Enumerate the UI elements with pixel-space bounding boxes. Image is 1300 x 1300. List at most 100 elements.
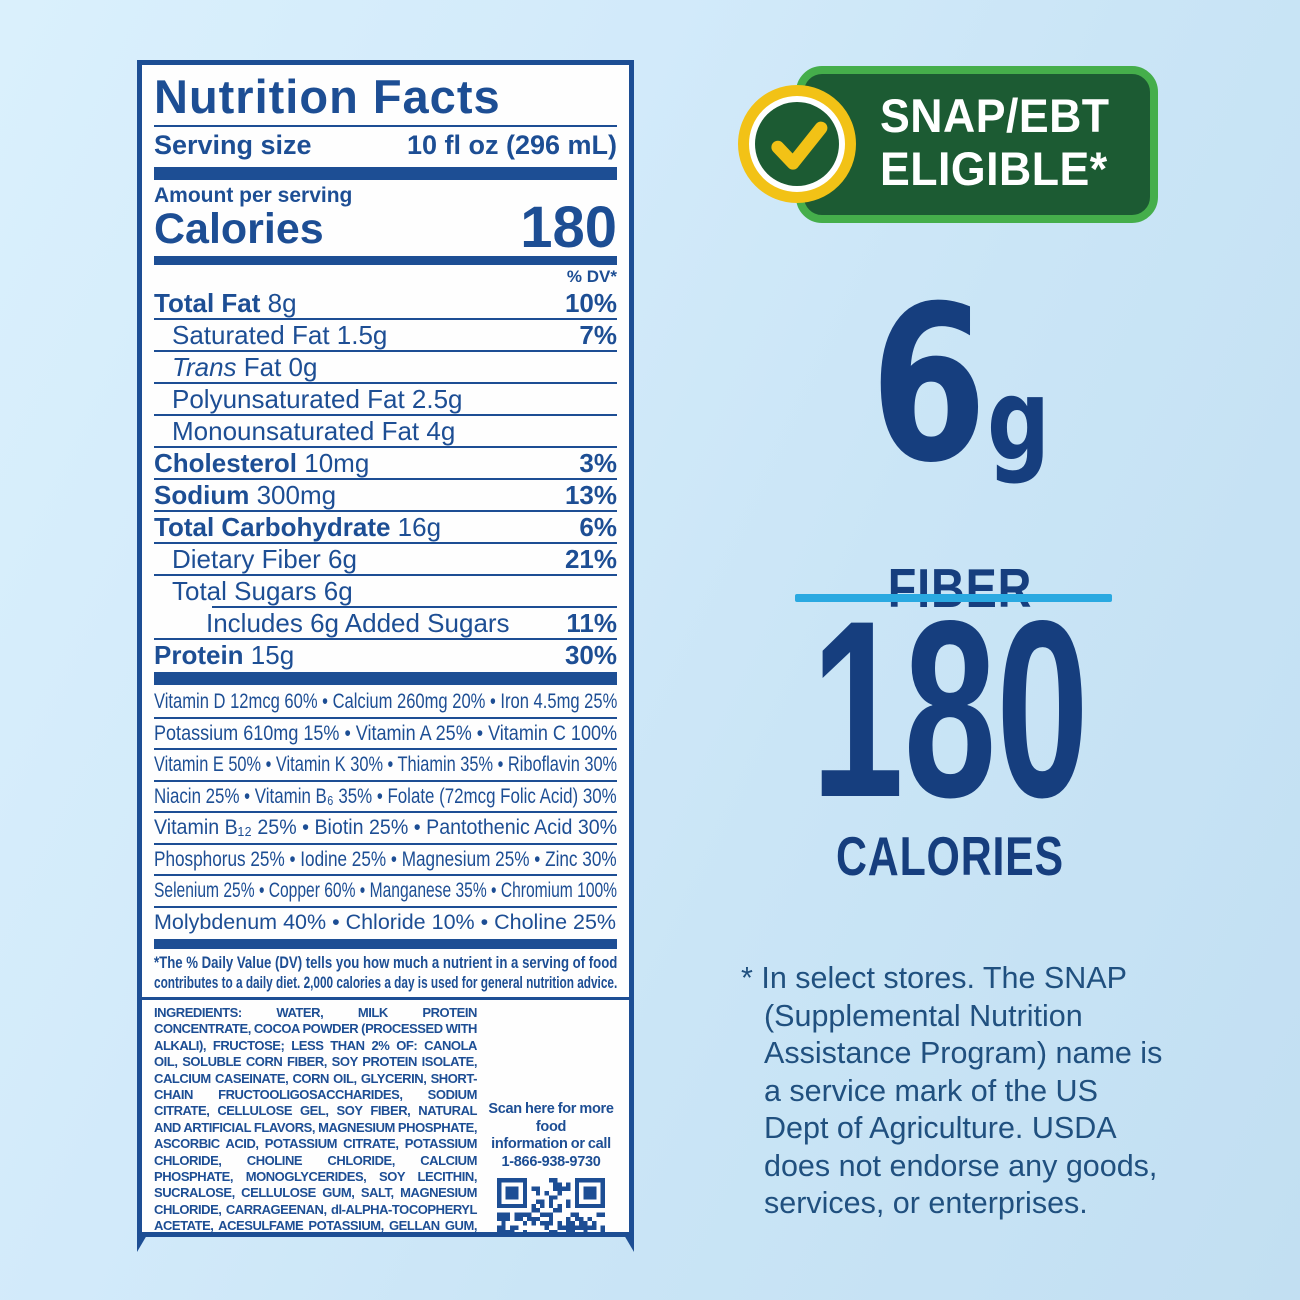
row-separator xyxy=(212,606,617,608)
nutrient-name: Dietary Fiber 6g xyxy=(172,544,357,574)
nutrient-daily-value: 21% xyxy=(564,544,617,574)
row-separator xyxy=(154,874,617,876)
label-corner-curl-left xyxy=(137,1235,147,1252)
row-separator xyxy=(154,574,617,576)
row-separator xyxy=(154,716,617,719)
nutrient-row: Protein 15g 30% xyxy=(154,640,617,670)
snap-ebt-badge: SNAP/EBT ELIGIBLE* xyxy=(738,62,1163,228)
row-separator xyxy=(154,905,617,908)
label-corner-curl-right xyxy=(624,1235,634,1252)
qr-panel: Scan here for more food information or c… xyxy=(485,1101,617,1232)
divider xyxy=(142,997,629,1000)
calories-big-label: CALORIES xyxy=(836,825,1064,887)
footnote-line: *The % Daily Value (DV) tells you how mu… xyxy=(154,954,618,972)
badge-line-2: ELIGIBLE* xyxy=(880,142,1108,195)
nutrient-name: Trans Fat 0g xyxy=(172,352,318,382)
badge-text: SNAP/EBT ELIGIBLE* xyxy=(880,89,1110,195)
checkmark-glyph xyxy=(771,121,828,170)
nutrient-daily-value: 6% xyxy=(579,512,617,542)
vitamin-row: Vitamin D 12mcg 60% • Calcium 260mg 20% … xyxy=(154,689,618,713)
ingredients-section: Scan here for more food information or c… xyxy=(154,1005,617,1234)
calories-big-value: 180 xyxy=(811,569,1089,850)
ingredients-heading: INGREDIENTS: xyxy=(154,1005,277,1020)
nutrient-name: Total Fat 8g xyxy=(154,288,297,318)
footnote-line: contributes to a daily diet. 2,000 calor… xyxy=(154,974,618,992)
calories-value: 180 xyxy=(520,195,617,260)
fiber-value: 6 xyxy=(870,259,987,510)
calories-row: Calories 180 xyxy=(154,195,617,260)
row-separator xyxy=(154,382,617,384)
vitamin-row: Vitamin E 50% • Vitamin K 30% • Thiamin … xyxy=(154,752,618,776)
daily-value-header: % DV* xyxy=(566,267,617,286)
medium-rule xyxy=(154,256,617,265)
nutrient-name: Total Carbohydrate 16g xyxy=(154,512,442,542)
nutrient-row: Dietary Fiber 6g 21% xyxy=(154,544,617,574)
badge-background xyxy=(796,66,1158,223)
qr-scan-text: Scan here for more food information or c… xyxy=(488,1101,614,1170)
row-separator xyxy=(154,748,617,750)
nutrient-row: Saturated Fat 1.5g 7% xyxy=(154,320,617,350)
fiber-amount: 6g xyxy=(870,277,1050,546)
row-separator xyxy=(154,638,617,640)
vitamin-rows: Vitamin D 12mcg 60% • Calcium 260mg 20% … xyxy=(154,687,617,937)
snap-disclaimer: * In select stores. The SNAP (Supplement… xyxy=(741,961,1163,1220)
row-separator xyxy=(154,318,617,320)
highlight-divider-line xyxy=(795,594,1112,602)
vitamin-row: Molybdenum 40% • Chloride 10% • Choline … xyxy=(154,909,617,934)
ingredients-text: INGREDIENTS: WATER, MILK PROTEIN CONCENT… xyxy=(154,1005,617,1234)
nutrient-row: Total Sugars 6g xyxy=(154,576,617,606)
divider xyxy=(154,125,617,127)
serving-size-row: Serving size 10 fl oz (296 mL) xyxy=(154,130,617,161)
nutrient-daily-value: 30% xyxy=(564,640,617,670)
vitamin-row: Potassium 610mg 15% • Vitamin A 25% • Vi… xyxy=(154,720,618,745)
nutrient-row: Total Fat 8g 10% xyxy=(154,288,617,318)
nutrient-row: Polyunsaturated Fat 2.5g xyxy=(154,384,617,414)
vitamin-row: Selenium 25% • Copper 60% • Manganese 35… xyxy=(154,878,618,902)
nutrient-name: Total Sugars 6g xyxy=(172,576,353,606)
nutrient-name: Saturated Fat 1.5g xyxy=(172,320,388,350)
nutrient-row: Cholesterol 10mg 3% xyxy=(154,448,617,478)
row-separator xyxy=(154,779,617,782)
fiber-label: FIBER xyxy=(887,557,1033,619)
nutrient-daily-value: 10% xyxy=(564,288,617,318)
row-separator xyxy=(154,414,617,416)
calories-highlight: 180 CALORIES xyxy=(720,569,1180,888)
nutrient-row: Includes 6g Added Sugars 11% xyxy=(154,608,617,638)
nutrient-name: Includes 6g Added Sugars xyxy=(206,608,510,638)
ingredients-list: WATER, MILK PROTEIN CONCENTRATE, COCOA P… xyxy=(154,1005,477,1053)
nutrient-name: Protein 15g xyxy=(154,640,295,670)
nutrient-daily-value: 11% xyxy=(566,608,617,638)
nutrient-row: Total Carbohydrate 16g 6% xyxy=(154,512,617,542)
ingredients-list: CANOLA OIL, SOLUBLE CORN FIBER, SOY PROT… xyxy=(154,1037,477,1234)
fiber-unit: g xyxy=(986,354,1050,486)
nutrient-name: Polyunsaturated Fat 2.5g xyxy=(172,384,463,414)
nutrient-name: Monounsaturated Fat 4g xyxy=(172,416,456,446)
daily-value-footnote: *The % Daily Value (DV) tells you how mu… xyxy=(154,953,617,993)
nutrient-row: Sodium 300mg 13% xyxy=(154,480,617,510)
vitamin-row: Vitamin B₁₂ 25% • Biotin 25% • Pantothen… xyxy=(154,815,618,839)
row-separator xyxy=(154,446,617,448)
check-icon xyxy=(738,85,856,203)
nutrient-name: Sodium 300mg xyxy=(154,480,337,510)
nutrition-facts-panel: Nutrition Facts Serving size 10 fl oz (2… xyxy=(137,60,634,1237)
serving-size-label: Serving size xyxy=(154,130,312,160)
nutrient-daily-value: 3% xyxy=(579,448,617,478)
nutrition-facts-title: Nutrition Facts xyxy=(154,70,501,123)
qr-code-icon xyxy=(497,1178,605,1232)
vitamin-row: Phosphorus 25% • Iodine 25% • Magnesium … xyxy=(154,846,617,871)
serving-size-value: 10 fl oz (296 mL) xyxy=(406,130,617,160)
thick-rule xyxy=(154,167,617,180)
nutrient-name: Cholesterol 10mg xyxy=(154,448,370,478)
nutrient-daily-value: 13% xyxy=(564,480,617,510)
nutrient-row: Trans Fat 0g xyxy=(154,352,617,382)
row-separator xyxy=(154,350,617,352)
badge-line-1: SNAP/EBT xyxy=(880,89,1110,142)
row-separator xyxy=(154,478,617,480)
nutrient-row: Monounsaturated Fat 4g xyxy=(154,416,617,446)
row-separator xyxy=(154,811,617,813)
check-icon-inner xyxy=(755,102,839,186)
medium-rule xyxy=(154,939,617,949)
fiber-highlight: 6g FIBER xyxy=(760,277,1160,620)
ingredients-heading: LESS THAN 2% OF: xyxy=(291,1037,425,1053)
